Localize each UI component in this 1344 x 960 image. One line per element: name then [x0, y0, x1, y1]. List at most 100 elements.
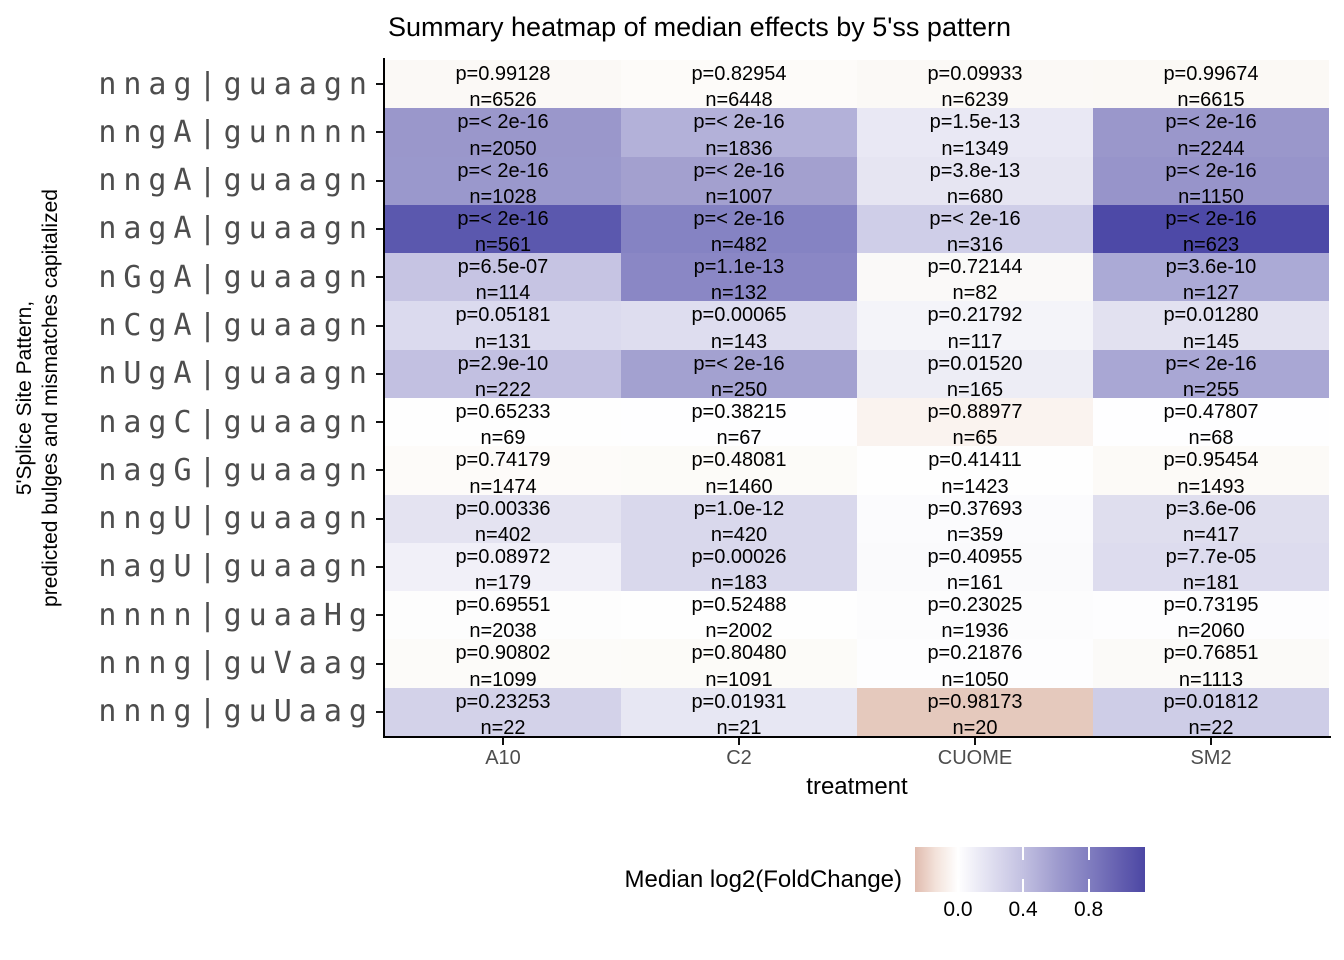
cell-n-count: n=561 [474, 234, 532, 257]
heatmap-cell: p=< 2e-16 n=623 [1093, 204, 1329, 256]
heatmap-cell: p=< 2e-16 n=255 [1093, 349, 1329, 401]
cell-n-count: n=183 [710, 572, 768, 595]
cell-p-value: p=0.01280 [1163, 304, 1259, 327]
cell-n-count: n=417 [1182, 523, 1240, 546]
heatmap-cell: p=< 2e-16 n=316 [857, 204, 1093, 256]
y-tick [376, 60, 383, 108]
cell-p-value: p=0.90802 [455, 642, 551, 665]
cell-n-count: n=131 [474, 330, 532, 353]
heatmap-cell: p=3.6e-10 n=127 [1093, 253, 1329, 304]
heatmap-cell: p=2.9e-10 n=222 [385, 349, 621, 401]
cell-p-value: p=0.00336 [455, 497, 551, 520]
cell-n-count: n=2050 [469, 137, 537, 160]
cell-p-value: p=0.00065 [691, 304, 787, 327]
y-tick [376, 205, 383, 253]
heatmap-cell: p=0.98173 n=20 [857, 687, 1093, 739]
heatmap-cell: p=< 2e-16 n=1028 [385, 156, 621, 208]
colorbar-tick-mark [957, 847, 959, 860]
cell-n-count: n=1091 [705, 668, 773, 691]
cell-n-count: n=82 [952, 282, 998, 305]
cell-n-count: n=402 [474, 523, 532, 546]
heatmap-cell: p=3.6e-06 n=417 [1093, 494, 1329, 546]
x-tick [621, 738, 857, 745]
cell-n-count: n=2038 [469, 620, 537, 643]
colorbar-tick-labels: 0.0 0.4 0.8 [915, 898, 1145, 924]
heatmap-cell: p=0.52488 n=2002 [621, 591, 857, 642]
heatmap-cell: p=0.00065 n=143 [621, 301, 857, 353]
cell-n-count: n=165 [946, 378, 1004, 401]
cell-p-value: p=0.38215 [691, 400, 787, 423]
colorbar-tick-mark [1022, 847, 1025, 860]
heatmap-cell: p=< 2e-16 n=2244 [1093, 108, 1329, 160]
y-axis-label: nUgA|guaagn [98, 356, 374, 392]
cell-n-count: n=69 [480, 427, 526, 450]
colorbar-gradient [915, 847, 1145, 892]
cell-n-count: n=623 [1182, 234, 1240, 257]
colorbar-tick-label: 0.0 [943, 898, 973, 921]
cell-n-count: n=2244 [1177, 137, 1245, 160]
heatmap-cell: p=0.23253 n=22 [385, 687, 621, 739]
cell-p-value: p=0.47807 [1163, 400, 1259, 423]
cell-n-count: n=1050 [941, 668, 1009, 691]
heatmap-cell: p=0.08972 n=179 [385, 542, 621, 594]
y-tick-mark [376, 83, 383, 86]
y-tick-mark [376, 421, 383, 424]
cell-n-count: n=359 [946, 523, 1004, 546]
y-tick [376, 301, 383, 349]
x-tick-mark [502, 738, 504, 745]
heatmap-cell: p=1.0e-12 n=420 [621, 494, 857, 546]
cell-p-value: p=0.65233 [455, 400, 551, 423]
chart-title: Summary heatmap of median effects by 5's… [388, 12, 1011, 42]
y-tick-mark [376, 131, 383, 134]
heatmap-cell: p=0.72144 n=82 [857, 253, 1093, 304]
cell-p-value: p=< 2e-16 [1165, 159, 1257, 182]
cell-p-value: p=0.08972 [455, 545, 551, 568]
x-tick-mark [974, 738, 976, 745]
cell-p-value: p=0.21792 [927, 304, 1023, 327]
cell-p-value: p=0.99128 [455, 63, 551, 85]
legend-title: Median log2(FoldChange) [624, 866, 903, 893]
heatmap-cell: p=0.74179 n=1474 [385, 446, 621, 498]
heatmap-cell: p=0.00026 n=183 [621, 542, 857, 594]
y-axis-label: nnag|guaagn [98, 66, 374, 102]
heatmap-cell: p=0.80480 n=1091 [621, 639, 857, 691]
cell-p-value: p=1.0e-12 [693, 497, 785, 520]
cell-p-value: p=0.40955 [927, 545, 1023, 568]
colorbar-tick-mark [1022, 879, 1025, 892]
heatmap-cell: p=< 2e-16 n=482 [621, 204, 857, 256]
cell-n-count: n=114 [475, 282, 531, 305]
y-axis-label: nagC|guaagn [98, 404, 374, 440]
y-tick [376, 639, 383, 687]
heatmap-cell: p=0.09933 n=6239 [857, 60, 1093, 111]
heatmap-cell: p=6.5e-07 n=114 [385, 253, 621, 304]
y-tick [376, 350, 383, 398]
cell-p-value: p=3.6e-10 [1165, 256, 1257, 279]
y-tick-mark [376, 276, 383, 279]
x-axis-label: SM2 [1190, 747, 1232, 769]
cell-p-value: p=0.52488 [691, 594, 787, 617]
heatmap-cell: p=0.40955 n=161 [857, 542, 1093, 594]
heatmap-cell: p=0.01812 n=22 [1093, 687, 1329, 739]
heatmap-cell: p=7.7e-05 n=181 [1093, 542, 1329, 594]
heatmap-cell: p=0.47807 n=68 [1093, 397, 1329, 449]
cell-p-value: p=< 2e-16 [693, 159, 785, 182]
heatmap-cell: p=0.21792 n=117 [857, 301, 1093, 353]
cell-n-count: n=161 [946, 572, 1004, 595]
x-tick-mark [738, 738, 740, 745]
cell-n-count: n=680 [946, 185, 1004, 208]
y-tick-mark [376, 179, 383, 182]
heatmap-grid: p=0.99128 n=6526 p=0.82954 n=6448 p=0.09933 n… [385, 60, 1329, 739]
y-tick [376, 446, 383, 494]
y-axis-line [383, 58, 385, 738]
cell-n-count: n=316 [946, 234, 1004, 257]
cell-p-value: p=0.01520 [927, 352, 1023, 375]
heatmap-cell: p=0.23025 n=1936 [857, 591, 1093, 642]
heatmap-cell: p=0.01280 n=145 [1093, 301, 1329, 353]
cell-n-count: n=6239 [941, 89, 1009, 112]
cell-n-count: n=1150 [1178, 185, 1244, 208]
heatmap-cell: p=< 2e-16 n=1836 [621, 108, 857, 160]
y-tick-mark [376, 372, 383, 375]
cell-p-value: p=1.5e-13 [929, 111, 1021, 134]
cell-n-count: n=255 [1182, 378, 1240, 401]
y-tick [376, 591, 383, 639]
